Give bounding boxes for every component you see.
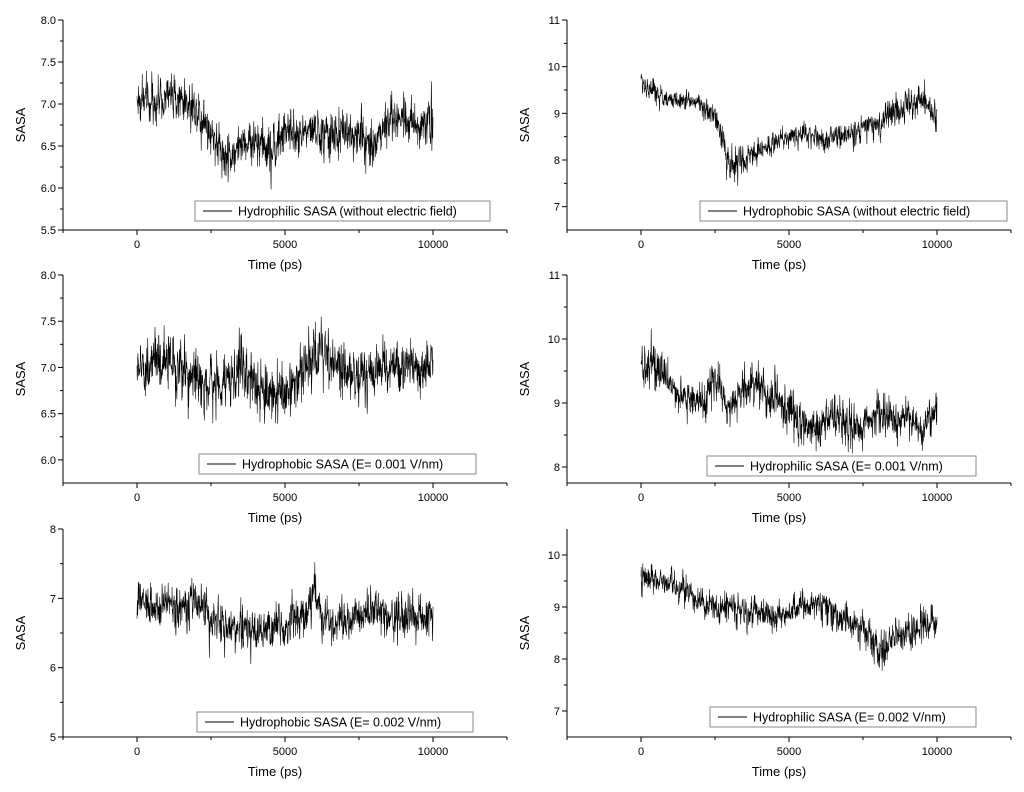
y-tick-label: 7 xyxy=(554,706,560,718)
y-tick-label: 7.0 xyxy=(41,362,56,374)
legend-label: Hydrophilic SASA (E= 0.001 V/nm) xyxy=(750,460,943,474)
y-tick-label: 6 xyxy=(50,663,56,675)
x-axis-title: Time (ps) xyxy=(752,257,806,272)
y-tick-label: 10 xyxy=(548,550,560,562)
x-axis-title: Time (ps) xyxy=(248,257,302,272)
y-tick-label: 7.5 xyxy=(41,316,56,328)
legend-label: Hydrophobic SASA (E= 0.002 V/nm) xyxy=(240,716,441,730)
y-tick-label: 8 xyxy=(554,462,560,474)
chart-panel-1: 5.5 6.0 6.5 7.0 7.5 8.0 0 5000 10000 Time (ps) SAS… xyxy=(13,15,508,272)
y-tick-label: 6.0 xyxy=(41,183,56,195)
x-axis-title: Time (ps) xyxy=(248,764,302,779)
legend-box xyxy=(709,706,977,728)
y-tick-label: 7.5 xyxy=(41,57,56,69)
legend: Hydrophilic SASA (E= 0.001 V/nm) xyxy=(706,455,977,477)
y-tick-label: 5 xyxy=(50,732,56,744)
series-line xyxy=(136,70,434,190)
x-axis-title: Time (ps) xyxy=(248,510,302,525)
chart-panel-4: 8 9 10 11 0 5000 10000 Time (ps) SASA Hydrophilic… xyxy=(517,270,1012,525)
x-tick-label: 5000 xyxy=(777,746,801,758)
series-line xyxy=(640,563,938,671)
series-line xyxy=(136,316,434,425)
x-tick-label: 5000 xyxy=(777,239,801,251)
y-tick-label: 8.0 xyxy=(41,15,56,27)
legend: Hydrophobic SASA (without electric field… xyxy=(699,200,1008,222)
series-line xyxy=(640,328,938,454)
legend: Hydrophilic SASA (without electric field… xyxy=(194,200,491,222)
y-tick-label: 9 xyxy=(554,602,560,614)
x-axis-title: Time (ps) xyxy=(752,510,806,525)
x-tick-label: 0 xyxy=(134,746,140,758)
y-tick-label: 8 xyxy=(554,654,560,666)
y-tick-label: 6.5 xyxy=(41,409,56,421)
legend-box xyxy=(699,200,1008,222)
x-tick-label: 5000 xyxy=(273,239,297,251)
y-tick-label: 7 xyxy=(50,593,56,605)
y-tick-label: 10 xyxy=(548,334,560,346)
chart-panel-2: 7 8 9 10 11 0 5000 10000 Time (ps) SASA Hydrophobi… xyxy=(517,15,1012,272)
legend-box xyxy=(194,200,491,222)
legend-box xyxy=(198,453,477,475)
x-tick-label: 10000 xyxy=(922,492,953,504)
chart-panel-5: 5 6 7 8 0 5000 10000 Time (ps) SASA Hydrophobic S… xyxy=(13,524,508,779)
y-axis-title: SASA xyxy=(13,615,28,650)
series-line xyxy=(136,562,434,665)
y-axis-title: SASA xyxy=(13,361,28,396)
legend-box xyxy=(196,711,474,733)
y-tick-label: 7 xyxy=(554,202,560,214)
series-line xyxy=(640,73,938,186)
legend-label: Hydrophobic SASA (E= 0.001 V/nm) xyxy=(242,458,443,472)
x-tick-label: 10000 xyxy=(418,492,449,504)
y-axis-title: SASA xyxy=(517,107,532,142)
x-tick-label: 0 xyxy=(134,239,140,251)
x-tick-label: 0 xyxy=(638,492,644,504)
x-axis-title: Time (ps) xyxy=(752,764,806,779)
x-tick-label: 10000 xyxy=(418,239,449,251)
chart-panel-6: 7 8 9 10 0 5000 10000 Time (ps) SASA Hydrophilic … xyxy=(517,529,1012,779)
x-tick-label: 5000 xyxy=(777,492,801,504)
x-tick-label: 5000 xyxy=(273,492,297,504)
y-axis-title: SASA xyxy=(517,615,532,650)
x-tick-label: 5000 xyxy=(273,746,297,758)
legend: Hydrophobic SASA (E= 0.002 V/nm) xyxy=(196,711,474,733)
y-axis-title: SASA xyxy=(13,107,28,142)
legend: Hydrophobic SASA (E= 0.001 V/nm) xyxy=(198,453,477,475)
y-tick-label: 11 xyxy=(549,270,560,282)
legend-label: Hydrophilic SASA (E= 0.002 V/nm) xyxy=(753,711,946,725)
legend-box xyxy=(706,455,977,477)
y-tick-label: 6.0 xyxy=(41,455,56,467)
y-tick-label: 6.5 xyxy=(41,141,56,153)
legend: Hydrophilic SASA (E= 0.002 V/nm) xyxy=(709,706,977,728)
x-tick-label: 10000 xyxy=(922,239,953,251)
y-axis-title: SASA xyxy=(517,361,532,396)
y-tick-label: 10 xyxy=(548,62,560,74)
y-tick-label: 8 xyxy=(554,155,560,167)
y-tick-label: 9 xyxy=(554,108,560,120)
x-tick-label: 10000 xyxy=(922,746,953,758)
y-tick-label: 8.0 xyxy=(41,270,56,282)
chart-panel-3: 6.0 6.5 7.0 7.5 8.0 0 5000 10000 Time (ps) SASA Hy… xyxy=(13,270,508,525)
y-tick-label: 7.0 xyxy=(41,99,56,111)
y-tick-label: 8 xyxy=(50,524,56,536)
y-tick-label: 11 xyxy=(549,15,560,27)
y-tick-label: 5.5 xyxy=(41,225,56,237)
x-tick-label: 0 xyxy=(638,746,644,758)
legend-label: Hydrophobic SASA (without electric field… xyxy=(743,205,970,219)
x-tick-label: 0 xyxy=(134,492,140,504)
legend-label: Hydrophilic SASA (without electric field… xyxy=(238,205,457,219)
y-tick-label: 9 xyxy=(554,398,560,410)
x-tick-label: 10000 xyxy=(418,746,449,758)
x-tick-label: 0 xyxy=(638,239,644,251)
